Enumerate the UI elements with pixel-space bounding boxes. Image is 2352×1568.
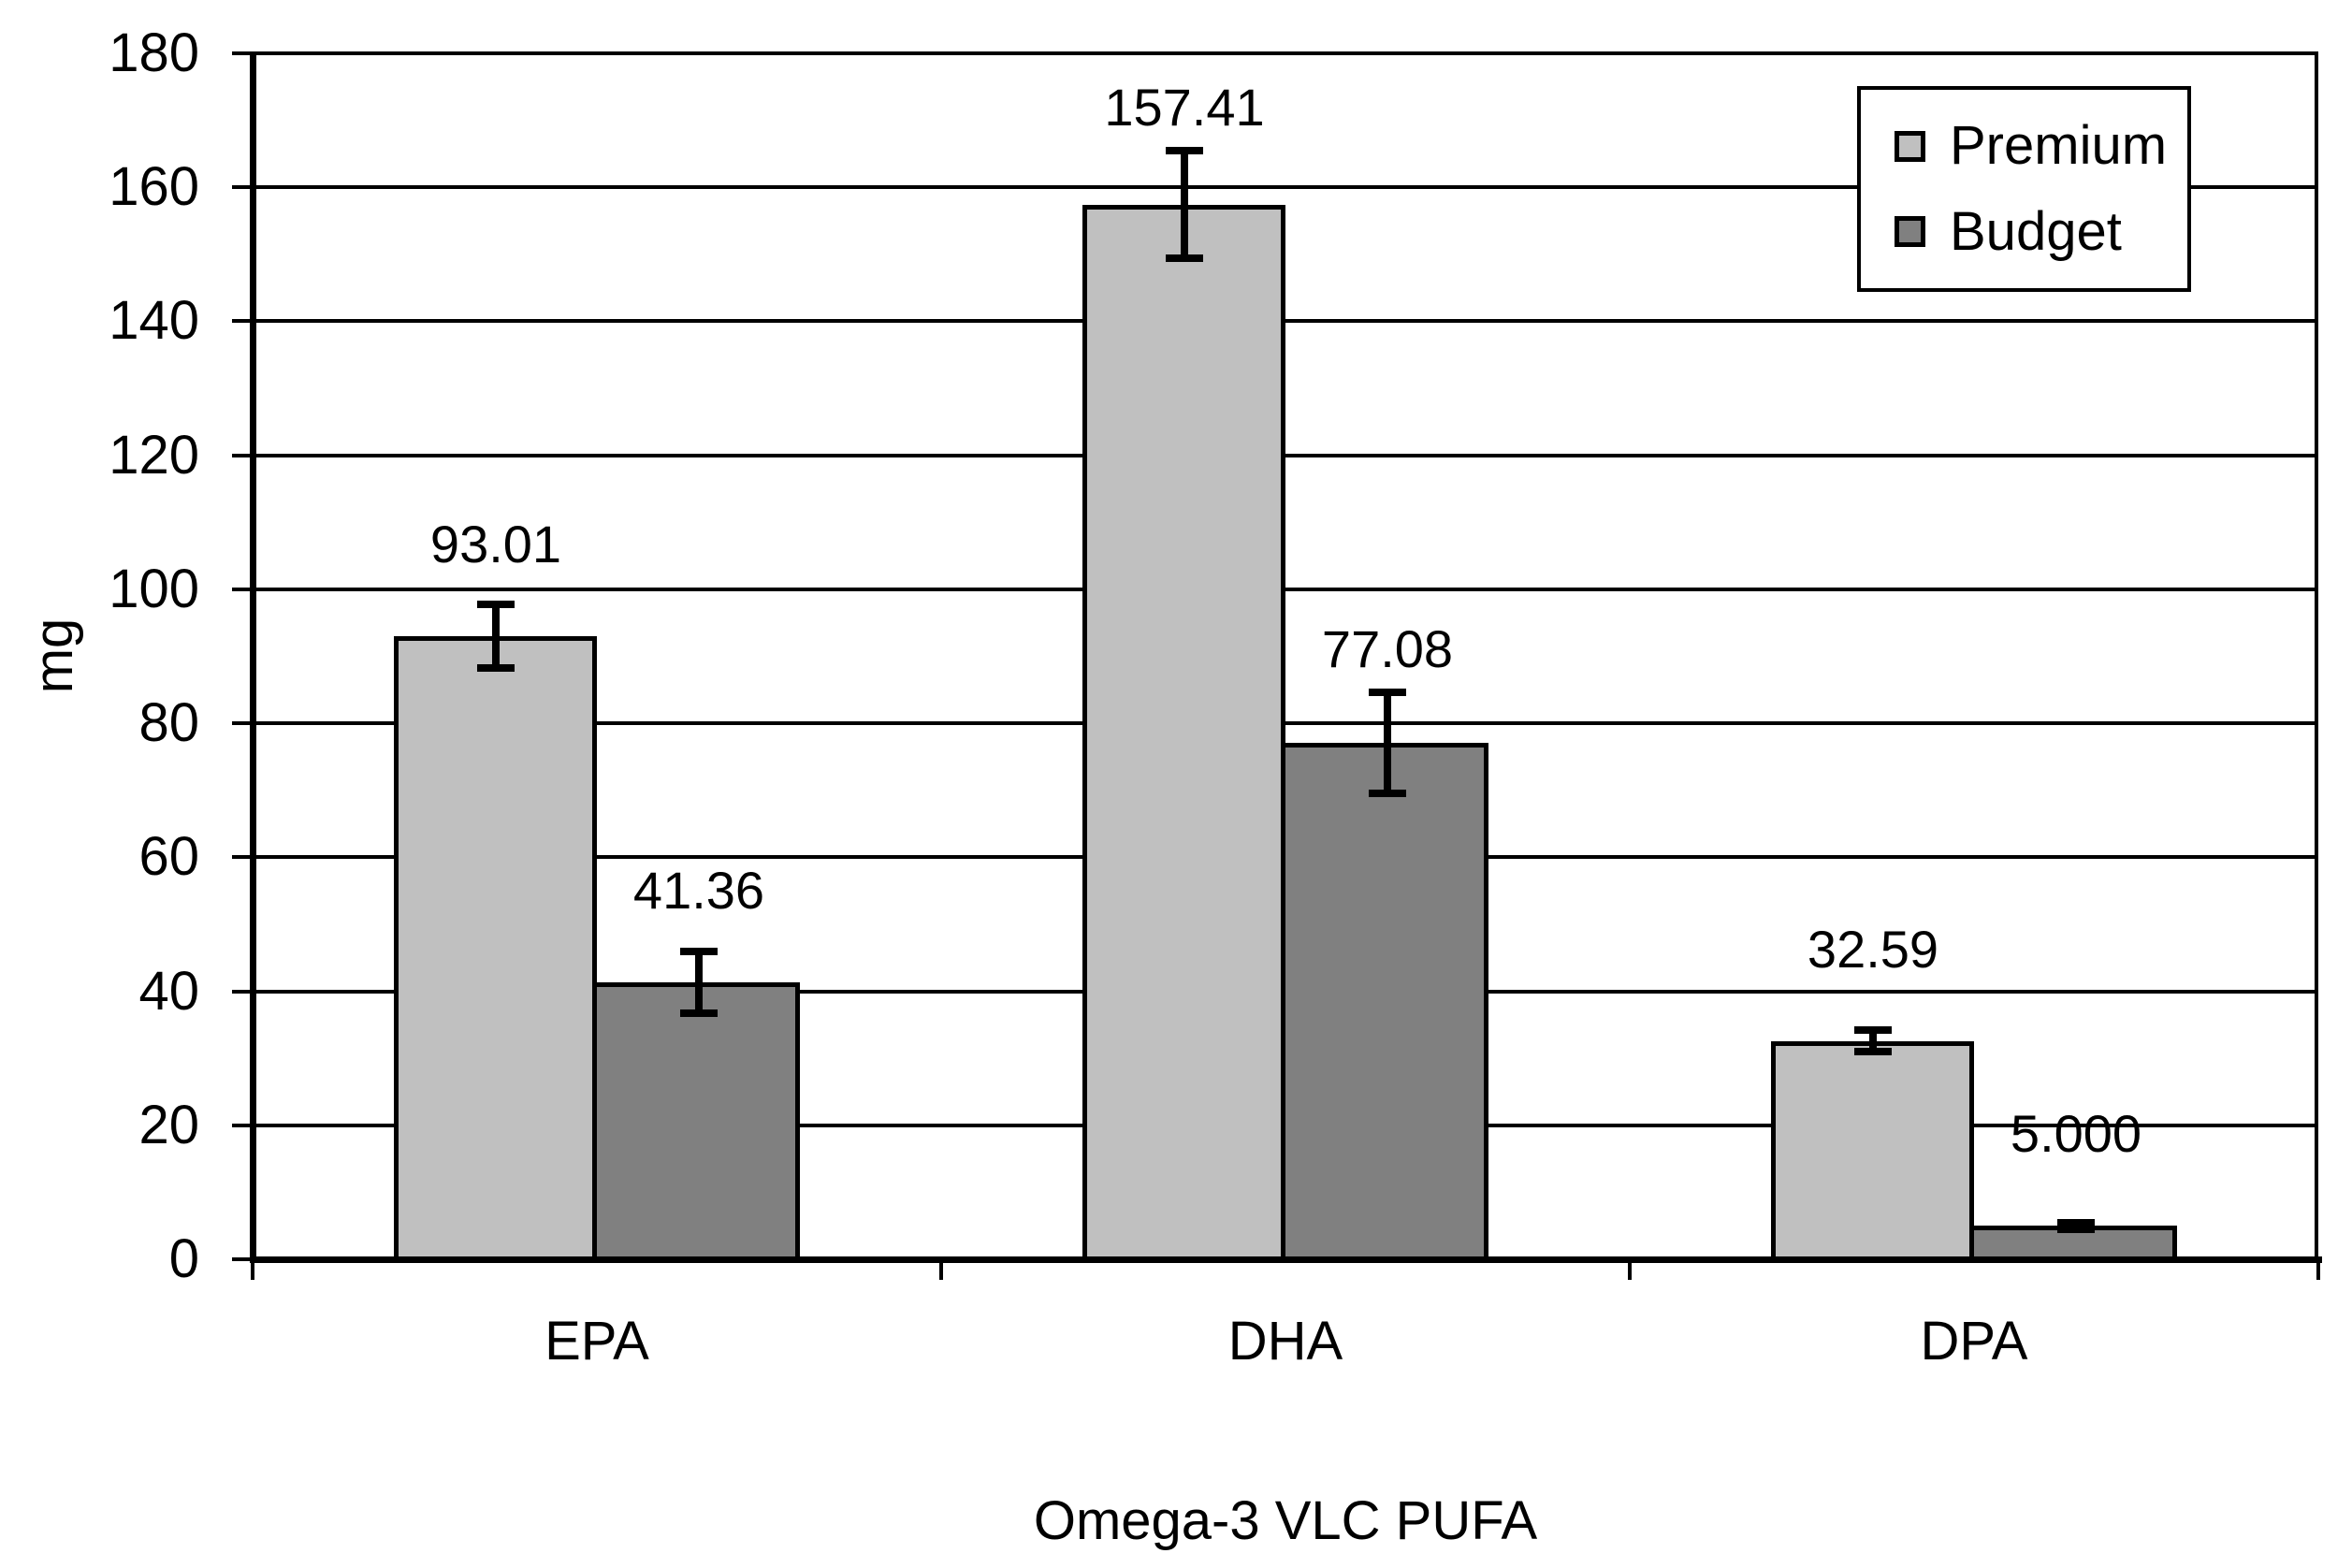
data-label-dha-budget: 77.08 (1321, 619, 1454, 678)
gridline-120 (253, 454, 2318, 457)
x-category-label-dha: DHA (1227, 1311, 1343, 1372)
error-bar-cap-bottom-epa-budget (680, 1009, 718, 1017)
error-bar-cap-bottom-dpa-premium (1854, 1048, 1892, 1055)
y-axis-tick-180 (232, 51, 253, 55)
x-axis-tick-0 (251, 1259, 254, 1280)
error-bar-cap-top-dha-premium (1166, 147, 1203, 154)
legend-swatch-budget (1895, 216, 1925, 248)
bar-dha-premium (1082, 205, 1285, 1263)
error-bar-cap-bottom-dha-premium (1166, 254, 1203, 262)
x-category-label-epa: EPA (544, 1311, 649, 1372)
gridline-180 (253, 51, 2318, 55)
bar-epa-premium (394, 636, 597, 1263)
error-bar-line-dha-premium (1181, 151, 1188, 258)
y-axis-tick-100 (232, 588, 253, 591)
error-bar-cap-top-epa-premium (477, 601, 515, 608)
y-axis-line (250, 53, 256, 1262)
x-axis-title: Omega-3 VLC PUFA (1033, 1490, 1538, 1551)
error-bar-line-dha-budget (1384, 692, 1391, 794)
y-tick-label-100: 100 (109, 559, 199, 619)
y-tick-label-160: 160 (109, 156, 199, 217)
error-bar-cap-top-dha-budget (1369, 689, 1406, 696)
y-axis-tick-160 (232, 185, 253, 189)
x-axis-line (250, 1256, 2322, 1263)
error-bar-line-epa-budget (695, 951, 703, 1013)
y-tick-label-20: 20 (138, 1095, 199, 1155)
error-bar-cap-top-dpa-budget (2057, 1219, 2095, 1227)
x-axis-tick-3 (2316, 1259, 2320, 1280)
error-bar-line-epa-premium (492, 604, 500, 667)
x-category-label-dpa: DPA (1920, 1311, 2028, 1372)
legend-item-budget: Budget (1895, 200, 2187, 262)
y-tick-label-0: 0 (168, 1228, 199, 1289)
y-axis-tick-140 (232, 319, 253, 323)
y-axis-tick-80 (232, 721, 253, 725)
bar-epa-budget (592, 982, 800, 1263)
data-label-dha-premium: 157.41 (1104, 78, 1265, 137)
y-axis-tick-60 (232, 855, 253, 859)
y-tick-label-120: 120 (109, 425, 199, 486)
data-label-dpa-premium: 32.59 (1807, 920, 1939, 979)
legend: Premium Budget (1857, 86, 2191, 292)
data-label-epa-budget: 41.36 (632, 861, 765, 920)
y-tick-label-60: 60 (138, 826, 199, 887)
gridline-140 (253, 319, 2318, 323)
error-bar-cap-bottom-epa-premium (477, 664, 515, 672)
y-axis-tick-0 (232, 1257, 253, 1261)
legend-swatch-premium (1895, 130, 1925, 162)
error-bar-line-dpa-premium (1869, 1030, 1877, 1052)
plot-right-border (2315, 53, 2318, 1259)
legend-label-premium: Premium (1950, 115, 2168, 177)
y-axis-tick-120 (232, 454, 253, 457)
error-bar-cap-top-dpa-premium (1854, 1026, 1892, 1034)
x-axis-tick-1 (939, 1259, 943, 1280)
error-bar-cap-bottom-dpa-budget (2057, 1226, 2095, 1233)
y-axis-title: mg (23, 617, 84, 694)
legend-item-premium: Premium (1895, 117, 2187, 175)
data-label-epa-premium: 93.01 (429, 515, 562, 573)
data-label-dpa-budget: 5.000 (2010, 1104, 2142, 1163)
gridline-100 (253, 588, 2318, 591)
y-axis-tick-20 (232, 1124, 253, 1127)
y-tick-label-180: 180 (109, 22, 199, 83)
gridline-160 (253, 185, 2318, 189)
y-tick-label-40: 40 (138, 961, 199, 1022)
y-axis-tick-40 (232, 990, 253, 994)
error-bar-cap-top-epa-budget (680, 948, 718, 955)
legend-label-budget: Budget (1950, 200, 2122, 262)
bar-dha-budget (1281, 743, 1488, 1263)
x-axis-tick-2 (1628, 1259, 1632, 1280)
y-tick-label-80: 80 (138, 692, 199, 753)
error-bar-cap-bottom-dha-budget (1369, 790, 1406, 797)
gridline-80 (253, 721, 2318, 725)
y-tick-label-140: 140 (109, 290, 199, 351)
